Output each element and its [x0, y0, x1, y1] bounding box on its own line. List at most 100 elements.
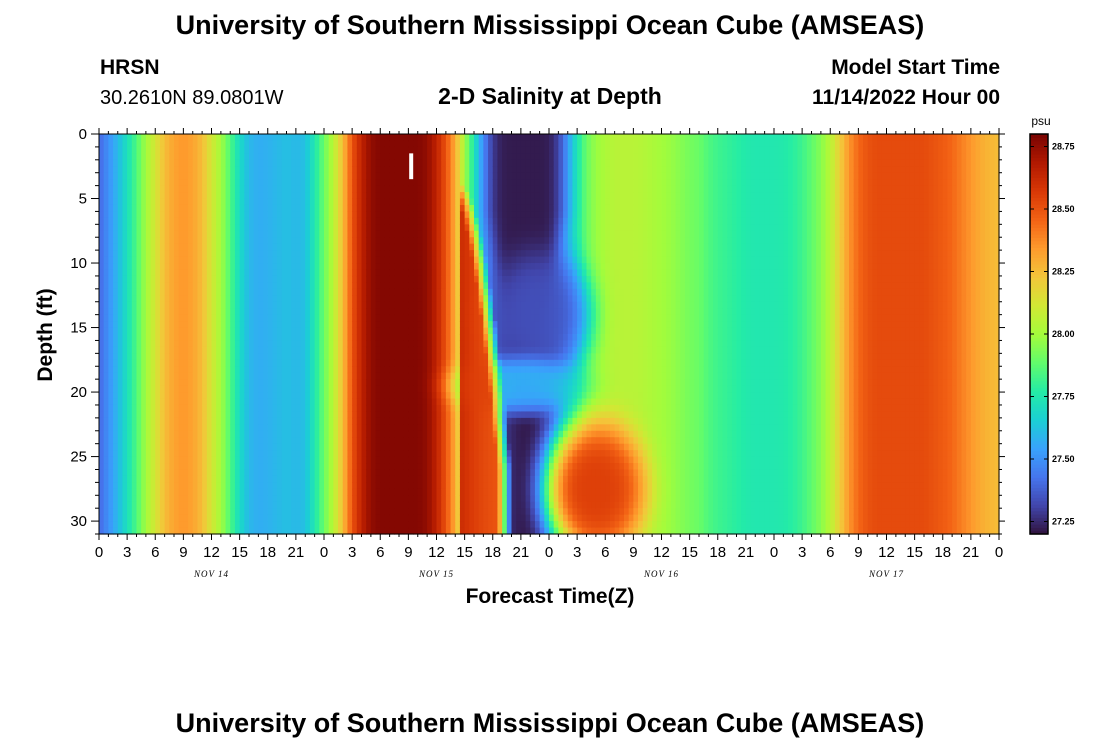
heatmap-cell — [159, 482, 166, 490]
heatmap-cell — [361, 450, 367, 458]
heatmap-cell — [413, 250, 419, 258]
heatmap-cell — [183, 392, 189, 400]
heatmap-cell — [427, 443, 433, 451]
heatmap-cell — [413, 159, 419, 167]
heatmap-cell — [103, 250, 109, 258]
heatmap-cell — [417, 198, 424, 206]
heatmap-cell — [188, 301, 194, 309]
heatmap-cell — [361, 282, 367, 290]
heatmap-cell — [380, 508, 386, 516]
heatmap-cell — [117, 198, 124, 206]
heatmap-cell — [169, 217, 175, 225]
heatmap-cell — [155, 230, 161, 238]
heatmap-cell — [272, 192, 278, 200]
heatmap-cell — [150, 237, 156, 245]
heatmap-cell — [164, 508, 170, 516]
heatmap-cell — [136, 334, 142, 342]
heatmap-cell — [361, 443, 367, 451]
heatmap-cell — [272, 488, 278, 496]
heatmap-cell — [286, 527, 292, 535]
heatmap-cell — [399, 340, 405, 348]
heatmap-cell — [342, 475, 349, 483]
heatmap-cell — [347, 437, 353, 445]
heatmap-cell — [413, 217, 419, 225]
heatmap-cell — [281, 463, 288, 471]
heatmap-cell — [108, 443, 114, 451]
heatmap-cell — [136, 269, 142, 277]
heatmap-cell — [211, 211, 217, 219]
heatmap-cell — [141, 501, 147, 509]
heatmap-cell — [253, 140, 259, 148]
heatmap-cell — [356, 204, 363, 213]
heatmap-cell — [375, 172, 381, 180]
heatmap-cell — [366, 398, 372, 406]
heatmap-cell — [211, 392, 217, 400]
heatmap-cell — [319, 230, 325, 238]
heatmap-cell — [178, 301, 184, 309]
heatmap-cell — [305, 346, 311, 354]
heatmap-cell — [169, 295, 175, 303]
heatmap-cell — [295, 437, 302, 445]
heatmap-cell — [239, 482, 245, 490]
heatmap-cell — [108, 488, 114, 496]
heatmap-cell — [169, 398, 175, 406]
heatmap-cell — [375, 159, 381, 167]
heatmap-cell — [394, 514, 400, 522]
heatmap-cell — [286, 450, 292, 458]
heatmap-cell — [408, 353, 414, 361]
heatmap-cell — [422, 256, 428, 264]
heatmap-cell — [333, 521, 339, 529]
heatmap-cell — [464, 211, 470, 219]
heatmap-cell — [422, 527, 428, 535]
heatmap-cell — [113, 204, 119, 213]
heatmap-cell — [305, 488, 311, 496]
heatmap-cell — [178, 146, 184, 154]
heatmap-cell — [436, 211, 442, 219]
heatmap-cell — [338, 346, 344, 354]
heatmap-cell — [117, 372, 124, 380]
heatmap-cell — [422, 269, 428, 277]
heatmap-cell — [122, 230, 128, 238]
heatmap-cell — [375, 475, 381, 483]
heatmap-cell — [244, 404, 250, 413]
heatmap-cell — [249, 166, 255, 174]
heatmap-cell — [136, 424, 142, 432]
heatmap-cell — [150, 521, 156, 529]
heatmap-cell — [342, 469, 349, 477]
heatmap-cell — [183, 450, 189, 458]
heatmap-cell — [99, 198, 105, 206]
heatmap-cell — [319, 366, 325, 374]
heatmap-cell — [127, 217, 133, 225]
heatmap-cell — [333, 275, 339, 283]
heatmap-cell — [281, 495, 288, 503]
heatmap-cell — [211, 134, 217, 142]
heatmap-cell — [361, 211, 367, 219]
heatmap-cell — [225, 237, 231, 245]
heatmap-cell — [122, 424, 128, 432]
heatmap-cell — [159, 243, 166, 251]
heatmap-cell — [324, 237, 330, 245]
heatmap-cell — [305, 224, 311, 232]
heatmap-cell — [249, 269, 255, 277]
heatmap-cell — [417, 140, 424, 148]
heatmap-cell — [300, 179, 306, 187]
heatmap-cell — [427, 230, 433, 238]
heatmap-cell — [342, 372, 349, 380]
heatmap-cell — [178, 346, 184, 354]
heatmap-cell — [319, 514, 325, 522]
heatmap-cell — [441, 217, 447, 225]
heatmap-cell — [234, 146, 241, 154]
heatmap-cell — [375, 211, 381, 219]
heatmap-cell — [145, 475, 152, 483]
heatmap-cell — [103, 321, 109, 329]
heatmap-cell — [370, 166, 377, 174]
heatmap-cell — [389, 134, 395, 142]
heatmap-cell — [338, 250, 344, 258]
heatmap-cell — [141, 456, 147, 464]
heatmap-cell — [141, 521, 147, 529]
heatmap-cell — [244, 179, 250, 187]
heatmap-cell — [286, 256, 292, 264]
heatmap-cell — [361, 269, 367, 277]
heatmap-cell — [399, 469, 405, 477]
heatmap-cell — [192, 179, 199, 187]
